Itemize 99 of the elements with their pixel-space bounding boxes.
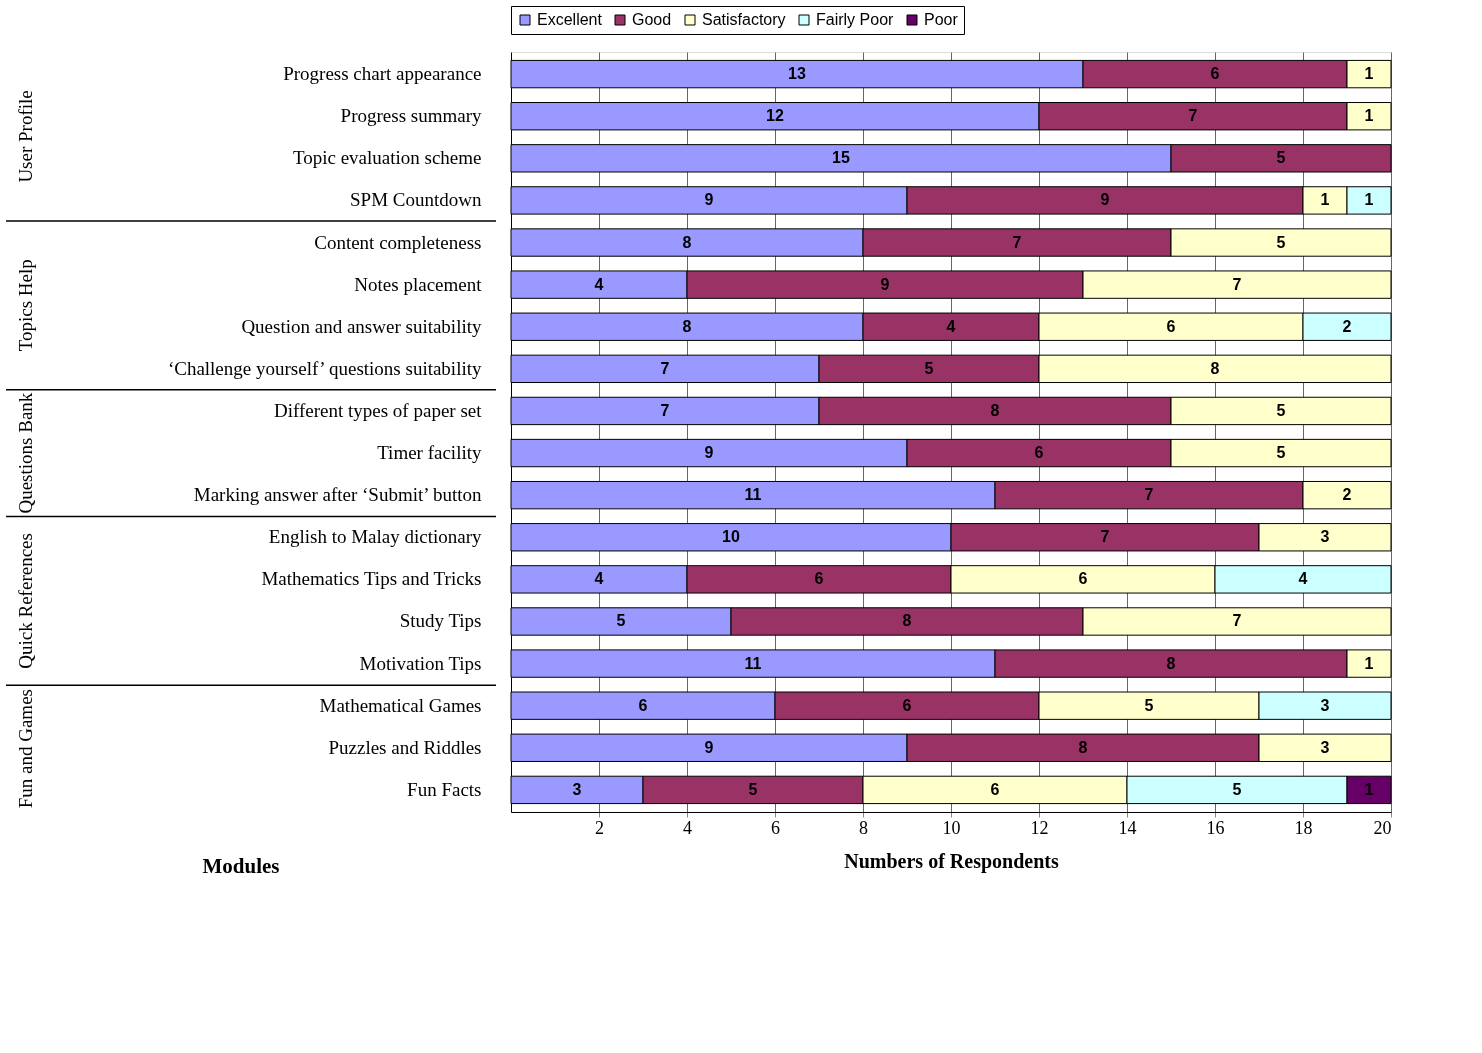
data-label: 6 <box>1210 65 1220 83</box>
data-label: 6 <box>1034 444 1044 462</box>
data-label: 8 <box>1210 359 1220 377</box>
text: User Profile <box>15 90 36 183</box>
y-tick-label: Mathematical Games <box>319 694 482 716</box>
data-label: 6 <box>638 696 648 714</box>
data-label: 6 <box>1166 317 1176 335</box>
data-label: 6 <box>814 570 824 588</box>
data-label: 2 <box>1342 317 1352 335</box>
y-tick-label: Motivation Tips <box>359 652 482 674</box>
data-label: 3 <box>1320 738 1330 756</box>
legend-label: Satisfactory <box>702 11 786 28</box>
data-label: 1 <box>1364 191 1374 209</box>
text: Quick References <box>15 533 36 669</box>
data-label: 7 <box>1188 107 1198 125</box>
y-tick-label: Content completeness <box>314 231 482 253</box>
data-label: 7 <box>660 359 670 377</box>
data-label: 9 <box>704 191 714 209</box>
y-tick-label: Different types of paper set <box>273 399 483 421</box>
data-label: 3 <box>572 780 582 798</box>
data-label: 8 <box>1078 738 1088 756</box>
data-label: 6 <box>1078 570 1088 588</box>
data-label: 3 <box>1320 528 1330 546</box>
data-label: 10 <box>722 528 740 546</box>
data-label: 13 <box>788 65 806 83</box>
y-tick-label: Notes placement <box>354 273 483 295</box>
legend-label: Poor <box>924 11 959 28</box>
data-label: 5 <box>1276 149 1286 167</box>
text: Questions Bank <box>15 392 36 514</box>
data-label: 7 <box>1144 486 1154 504</box>
data-label: 5 <box>1144 696 1154 714</box>
data-label: 6 <box>902 696 912 714</box>
data-label: 1 <box>1320 191 1330 209</box>
y-tick-label: Progress summary <box>340 105 482 127</box>
data-label: 1 <box>1364 654 1374 672</box>
text: Topics Help <box>15 259 36 352</box>
data-label: 5 <box>1276 401 1286 419</box>
data-label: 6 <box>990 780 1000 798</box>
data-label: 7 <box>1100 528 1110 546</box>
x-tick-label: 14 <box>1118 817 1137 838</box>
x-tick-label: 18 <box>1294 817 1313 838</box>
data-label: 9 <box>1100 191 1110 209</box>
x-tick-label: 16 <box>1206 817 1225 838</box>
data-label: 9 <box>704 738 714 756</box>
text: Fun and Games <box>15 689 36 809</box>
y-tick-label: Fun Facts <box>407 778 482 800</box>
data-label: 5 <box>924 359 934 377</box>
data-label: 15 <box>832 149 850 167</box>
x-tick-label: 10 <box>942 817 961 838</box>
data-label: 3 <box>1320 696 1330 714</box>
data-label: 8 <box>990 401 1000 419</box>
x-tick-label: 20 <box>1373 817 1392 838</box>
y-tick-label: Question and answer suitability <box>241 315 482 337</box>
legend-label: Excellent <box>537 11 603 28</box>
data-label: 12 <box>766 107 784 125</box>
y-tick-label: Topic evaluation scheme <box>292 147 482 169</box>
data-label: 4 <box>594 570 604 588</box>
x-tick-label: 6 <box>771 817 780 838</box>
data-label: 11 <box>744 654 762 672</box>
data-label: 1 <box>1364 107 1374 125</box>
y-axis-title: Modules <box>202 854 280 878</box>
data-label: 7 <box>1232 275 1242 293</box>
data-label: 9 <box>704 444 714 462</box>
data-label: 2 <box>1342 486 1352 504</box>
x-tick-label: 2 <box>595 817 604 838</box>
x-tick-label: 4 <box>683 817 692 838</box>
data-label: 5 <box>1232 780 1242 798</box>
y-tick-label: Study Tips <box>399 610 482 632</box>
y-tick-label: SPM Countdown <box>350 189 482 211</box>
x-tick-label: 8 <box>859 817 868 838</box>
data-label: 4 <box>946 317 956 335</box>
y-tick-label: English to Malay dictionary <box>268 526 482 548</box>
data-label: 8 <box>682 317 692 335</box>
data-label: 7 <box>1012 233 1022 251</box>
data-label: 4 <box>594 275 604 293</box>
legend-label: Good <box>632 11 672 28</box>
y-tick-label: Mathematics Tips and Tricks <box>261 568 482 590</box>
data-label: 8 <box>682 233 692 251</box>
y-tick-label: Progress chart appearance <box>283 63 482 85</box>
data-label: 11 <box>744 486 762 504</box>
data-label: 5 <box>616 612 626 630</box>
y-tick-label: ‘Challenge yourself’ questions suitability <box>167 357 482 379</box>
data-label: 1 <box>1364 65 1374 83</box>
data-label: 5 <box>748 780 758 798</box>
x-axis-title: Numbers of Respondents <box>844 849 1059 873</box>
data-label: 8 <box>902 612 912 630</box>
y-tick-label: Timer facility <box>377 442 482 464</box>
data-label: 8 <box>1166 654 1176 672</box>
data-label: 7 <box>660 401 670 419</box>
data-label: 9 <box>880 275 890 293</box>
data-label: 1 <box>1364 780 1374 798</box>
data-label: 7 <box>1232 612 1242 630</box>
data-label: 5 <box>1276 233 1286 251</box>
x-tick-label: 12 <box>1030 817 1049 838</box>
data-label: 4 <box>1298 570 1308 588</box>
y-tick-label: Marking answer after ‘Submit’ button <box>193 484 482 506</box>
data-label: 5 <box>1276 444 1286 462</box>
y-tick-label: Puzzles and Riddles <box>328 736 482 758</box>
legend-label: Fairly Poor <box>816 11 895 28</box>
